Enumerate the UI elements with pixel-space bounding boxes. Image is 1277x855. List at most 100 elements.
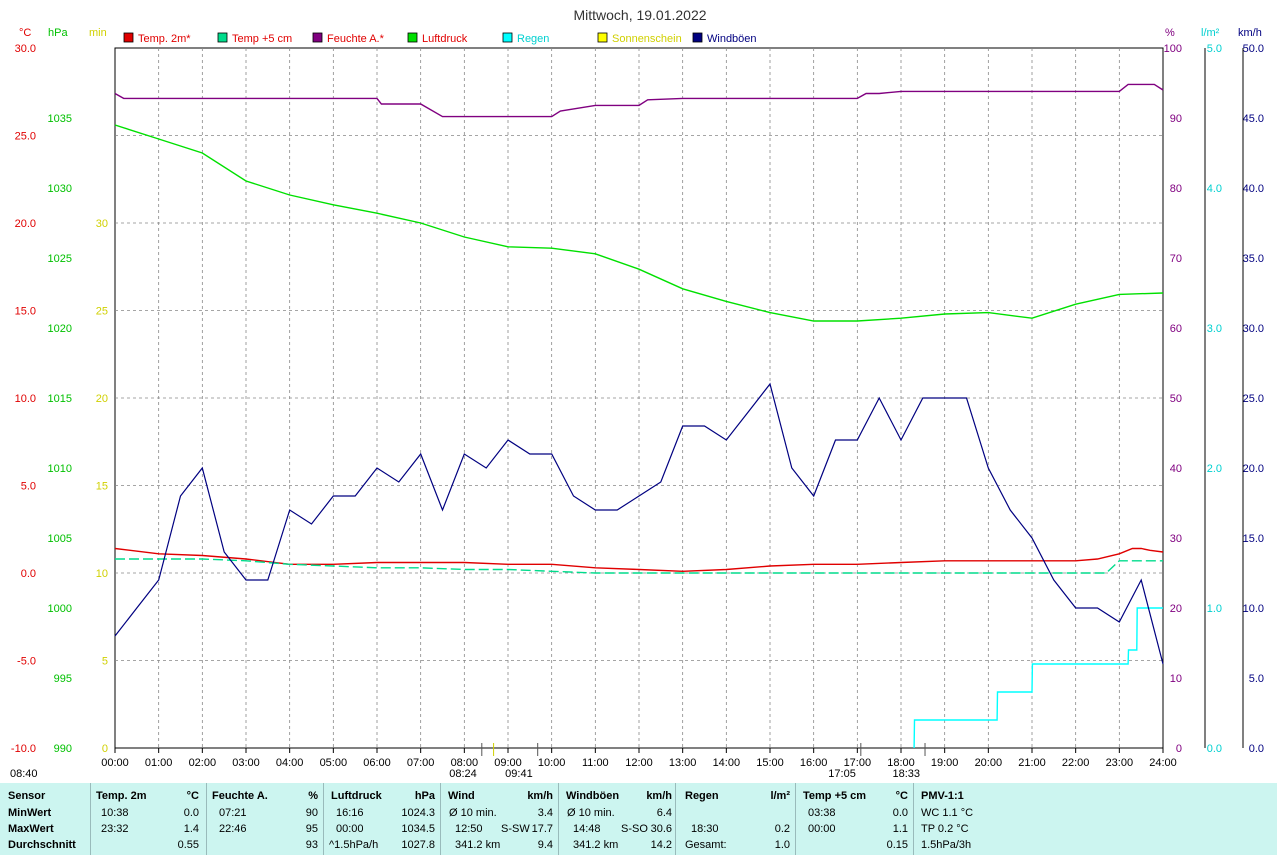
- wind-tick-label: 35.0: [1243, 253, 1264, 265]
- legend-label: Luftdruck: [422, 33, 468, 45]
- hpa-tick-label: 1015: [48, 393, 72, 405]
- wind-tick-label: 20.0: [1243, 463, 1264, 475]
- unit-min: min: [89, 27, 107, 39]
- stats-value: 1024.3: [401, 807, 435, 819]
- hpa-tick-label: 1010: [48, 463, 72, 475]
- stats-value: 1034.5: [401, 823, 435, 835]
- hpa-tick-label: 995: [54, 673, 72, 685]
- legend-label: Temp. 2m*: [138, 33, 191, 45]
- stats-value: 9.4: [537, 839, 553, 851]
- hour-label: 11:00: [582, 757, 609, 769]
- row-label-min: MinWert: [8, 807, 52, 819]
- stats-col-feuchte: Feuchte A. % 07:21 90 22:46 95 93: [206, 783, 324, 855]
- hour-label: 10:00: [538, 757, 566, 769]
- stats-unit: hPa: [414, 790, 435, 802]
- humidity-tick-label: 60: [1170, 323, 1182, 335]
- hour-label: 20:00: [975, 757, 1003, 769]
- wind-tick-label: 30.0: [1243, 323, 1264, 335]
- legend-swatch: [217, 32, 228, 43]
- temp-tick-label: -10.0: [11, 743, 36, 755]
- stats-value: 0.2: [774, 823, 790, 835]
- legend: Temp. 2m* Temp +5 cm Feuchte A.* Luftdruck R…: [123, 32, 757, 45]
- humidity-tick-label: 40: [1170, 463, 1182, 475]
- legend-label: Windböen: [707, 33, 757, 45]
- sun-markers: 08:40 08:24 09:41 17:05 18:33: [10, 743, 926, 780]
- wind-tick-label: 5.0: [1249, 673, 1264, 685]
- sun-marker-label: 09:41: [505, 768, 533, 780]
- humidity-tick-label: 80: [1170, 183, 1182, 195]
- rain-tick-label: 0.0: [1207, 743, 1222, 755]
- temp-tick-label: 15.0: [15, 306, 36, 318]
- hpa-tick-label: 1005: [48, 533, 72, 545]
- hpa-tick-label: 1030: [48, 183, 72, 195]
- series-line-temp-5-cm: [115, 558, 1163, 574]
- wind-tick-label: 25.0: [1243, 393, 1264, 405]
- hour-label: 21:00: [1018, 757, 1046, 769]
- sunshine-tick-label: 5: [102, 656, 108, 668]
- stats-value: 1027.8: [401, 839, 435, 851]
- stats-value: 1.1: [892, 823, 908, 835]
- wind-tick-label: 0.0: [1249, 743, 1264, 755]
- hpa-tick-label: 1035: [48, 113, 72, 125]
- hour-label: 23:00: [1106, 757, 1134, 769]
- stats-value: 0.15: [886, 839, 908, 851]
- stats-dewpoint: TP 0.2 °C: [921, 823, 969, 835]
- humidity-tick-label: 0: [1176, 743, 1182, 755]
- hour-label: 12:00: [625, 757, 653, 769]
- wind-tick-label: 15.0: [1243, 533, 1264, 545]
- hour-label: 05:00: [320, 757, 348, 769]
- stats-time: 23:32: [101, 823, 129, 835]
- stats-header: Sensor: [8, 790, 46, 802]
- sun-marker-label: 17:05: [828, 768, 856, 780]
- stats-header: Temp. 2m: [96, 790, 147, 802]
- legend-swatch: [407, 32, 418, 43]
- humidity-tick-label: 20: [1170, 603, 1182, 615]
- stats-header: Luftdruck: [331, 790, 382, 802]
- stats-header: Feuchte A.: [212, 790, 268, 802]
- stats-unit: l/m²: [770, 790, 790, 802]
- stats-col-pmv: PMV-1:1 WC 1.1 °C TP 0.2 °C 1.5hPa/3h: [913, 783, 1277, 855]
- hour-label: 16:00: [800, 757, 828, 769]
- rain-tick-label: 4.0: [1207, 183, 1222, 195]
- rain-tick-label: 3.0: [1207, 323, 1222, 335]
- stats-header: PMV-1:1: [921, 790, 964, 802]
- stats-direction: S-SW: [501, 823, 530, 835]
- stats-value: 14.2: [650, 839, 672, 851]
- stats-time: 12:50: [455, 823, 483, 835]
- stats-col-luftdruck: Luftdruck hPa 16:16 1024.3 00:00 1034.5 …: [323, 783, 441, 855]
- statistics-table: Sensor MinWert MaxWert Durchschnitt Temp…: [0, 783, 1277, 855]
- stats-time: 07:21: [219, 807, 247, 819]
- series-line-regen: [913, 607, 1163, 749]
- stats-col-wind: Wind km/h Ø 10 min. 3.4 12:50 S-SW 17.7 …: [440, 783, 559, 855]
- legend-swatch: [312, 32, 323, 43]
- hpa-tick-label: 1020: [48, 323, 72, 335]
- humidity-tick-label: 70: [1170, 253, 1182, 265]
- hour-label: 04:00: [276, 757, 304, 769]
- temp-tick-label: 20.0: [15, 218, 36, 230]
- rain-tick-label: 1.0: [1207, 603, 1222, 615]
- stats-unit: %: [308, 790, 318, 802]
- stats-time: 16:16: [336, 807, 364, 819]
- sun-marker-label: 18:33: [892, 768, 920, 780]
- hour-label: 01:00: [145, 757, 173, 769]
- stats-time: 03:38: [808, 807, 836, 819]
- series-line-feuchte-a-: [114, 83, 1164, 118]
- sunshine-tick-label: 10: [96, 568, 108, 580]
- unit-rain: l/m²: [1201, 27, 1220, 39]
- hour-label: 06:00: [363, 757, 391, 769]
- sun-marker-label: 08:24: [449, 768, 477, 780]
- hour-label: 02:00: [189, 757, 217, 769]
- hour-label: 22:00: [1062, 757, 1090, 769]
- hour-label: 08:00: [451, 757, 479, 769]
- stats-windchill: WC 1.1 °C: [921, 807, 974, 819]
- x-axis: 00:00 01:00 02:00 03:00 04:00 05:00 06:00 07:00…: [101, 748, 1177, 769]
- stats-time: 18:30: [691, 823, 719, 835]
- stats-value: 0.0: [892, 807, 908, 819]
- stats-col-temp5: Temp +5 cm °C 03:38 0.0 00:00 1.1 0.15: [795, 783, 914, 855]
- weather-chart: Mittwoch, 19.01.2022 °C hPa min % l/m² k…: [10, 7, 1264, 780]
- stats-time: 22:46: [219, 823, 247, 835]
- temp-tick-label: 10.0: [15, 393, 36, 405]
- stats-header: Temp +5 cm: [803, 790, 867, 802]
- legend-swatch: [123, 32, 134, 43]
- legend-swatch: [502, 32, 513, 43]
